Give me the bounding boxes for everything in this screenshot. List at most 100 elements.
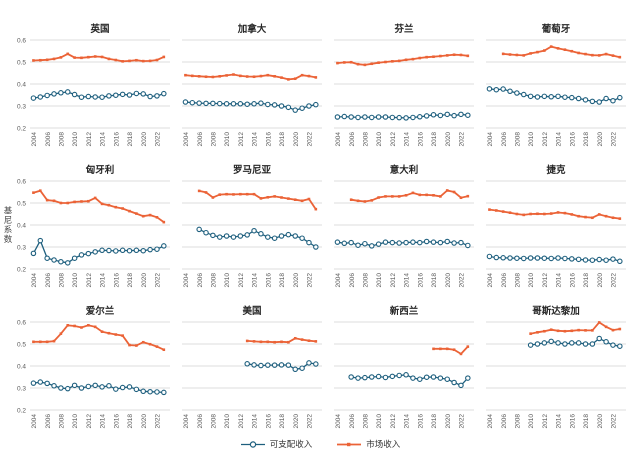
panel-title: 爱尔兰 — [86, 305, 115, 317]
market-marker — [273, 75, 276, 78]
market-marker — [245, 339, 249, 343]
x-tick-label: 2008 — [362, 273, 369, 288]
disposable-marker — [493, 254, 500, 261]
disposable-marker — [430, 112, 437, 118]
market-marker — [266, 73, 270, 77]
market-marker — [293, 77, 297, 81]
x-tick-label: 2014 — [100, 132, 107, 147]
disposable-marker — [78, 252, 85, 258]
x-tick-label: 2008 — [210, 414, 217, 429]
market-marker — [515, 53, 519, 57]
market-marker — [184, 73, 187, 77]
square-dash-marker-icon — [337, 442, 362, 446]
legend-label-market: 市场收入 — [366, 439, 401, 449]
disposable-marker — [589, 257, 596, 263]
x-tick-label: 2020 — [445, 132, 452, 147]
disposable-marker — [575, 340, 582, 346]
market-marker — [148, 213, 152, 217]
disposable-marker — [403, 115, 409, 121]
x-tick-label: 2012 — [542, 273, 549, 288]
market-marker — [570, 49, 574, 53]
disposable-marker — [71, 255, 78, 261]
market-marker — [73, 324, 76, 328]
market-marker — [307, 197, 311, 201]
market-marker — [411, 57, 415, 61]
market-marker — [162, 220, 166, 224]
disposable-marker — [285, 231, 292, 238]
disposable-marker — [299, 105, 305, 111]
y-tick-label: 0.2 — [17, 407, 26, 414]
market-marker — [466, 194, 470, 198]
disposable-marker — [514, 90, 520, 96]
disposable-marker — [368, 374, 375, 380]
market-marker — [73, 56, 76, 59]
market-marker — [38, 340, 42, 344]
market-marker — [439, 195, 442, 198]
y-tick-label: 0.6 — [17, 319, 26, 326]
y-tick-label: 0.4 — [17, 363, 26, 370]
x-tick-label: 2018 — [431, 414, 438, 429]
legend-item-disposable: 可支配收入 — [240, 438, 312, 450]
market-marker — [100, 330, 104, 333]
disposable-marker — [203, 100, 209, 107]
market-marker — [501, 52, 505, 56]
market-marker — [377, 61, 380, 64]
disposable-marker — [271, 235, 278, 241]
disposable-marker — [423, 113, 430, 119]
disposable-marker — [140, 388, 146, 395]
market-marker — [135, 212, 138, 215]
disposable-marker — [285, 362, 292, 368]
disposable-marker — [423, 238, 430, 245]
disposable-marker — [244, 101, 250, 107]
market-marker — [597, 321, 601, 324]
market-marker — [363, 200, 367, 203]
chart-panel-new-zealand: 新西兰 2004 2006 2008 2010 2012 2014 2016 2018 2020 2… — [334, 305, 474, 428]
market-marker — [273, 340, 276, 344]
disposable-marker — [334, 114, 341, 120]
market-marker — [245, 75, 249, 78]
panel-title: 罗马尼亚 — [233, 165, 272, 176]
market-marker — [411, 191, 415, 195]
legend-item-market: 市场收入 — [336, 438, 400, 450]
market-marker — [32, 191, 35, 194]
disposable-marker — [51, 91, 57, 97]
chart-panel-finland: 芬兰 2004 2006 2008 2010 2012 2014 2016 2018 2020 20… — [334, 23, 474, 146]
market-marker — [529, 212, 532, 216]
disposable-marker — [44, 255, 50, 261]
x-tick-label: 2014 — [556, 273, 563, 288]
market-marker — [515, 212, 519, 216]
market-marker — [618, 55, 622, 59]
disposable-marker — [237, 101, 244, 107]
disposable-marker — [44, 92, 50, 99]
disposable-marker — [251, 227, 257, 234]
disposable-marker — [465, 242, 471, 249]
market-marker — [87, 324, 90, 327]
chart-panel-usa: 美国 2004 2006 2008 2010 2012 2014 2016 2018 2020 20… — [182, 305, 322, 428]
market-marker — [452, 348, 456, 352]
x-tick-label: 2022 — [307, 273, 314, 288]
x-tick-label: 2016 — [569, 132, 576, 147]
chart-panel-ireland: 爱尔兰 0.6 0.5 0.4 0.3 0.2 2004 2006 2008 2010 2012 20… — [17, 305, 170, 428]
market-marker — [114, 333, 118, 336]
x-tick-label: 2008 — [514, 414, 521, 429]
market-marker — [425, 55, 428, 59]
disposable-marker — [265, 362, 271, 368]
x-tick-label: 2004 — [31, 132, 38, 147]
disposable-marker — [189, 99, 196, 106]
disposable-marker — [555, 340, 561, 346]
series-disposable-line — [351, 374, 469, 387]
x-tick-label: 2004 — [335, 132, 342, 147]
market-marker — [445, 54, 449, 57]
disposable-marker — [85, 383, 92, 390]
y-axis-title: 基尼系数 — [3, 206, 13, 244]
disposable-marker — [458, 382, 464, 389]
x-tick-label: 2016 — [113, 132, 120, 147]
market-marker — [466, 54, 470, 58]
disposable-marker — [444, 111, 450, 118]
x-tick-label: 2006 — [45, 414, 52, 429]
y-tick-label: 0.2 — [17, 125, 26, 132]
y-tick-label: 0.3 — [17, 103, 26, 110]
disposable-marker — [589, 98, 596, 105]
disposable-marker — [106, 383, 112, 389]
market-marker — [356, 62, 360, 66]
